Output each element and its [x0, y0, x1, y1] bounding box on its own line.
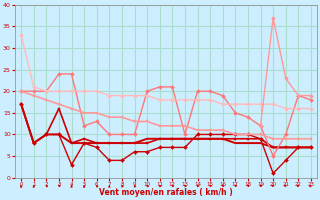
X-axis label: Vent moyen/en rafales ( km/h ): Vent moyen/en rafales ( km/h ) [99, 188, 233, 197]
